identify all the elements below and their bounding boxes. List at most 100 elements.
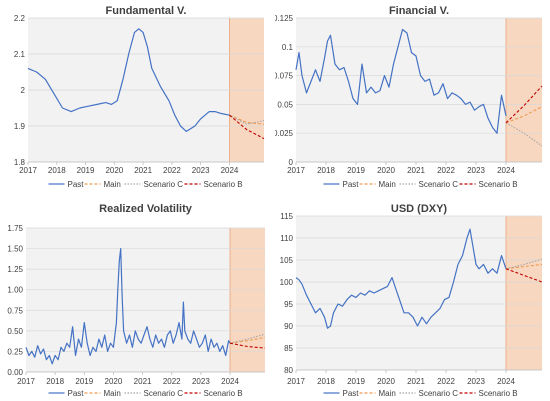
legend-label: Main: [379, 180, 396, 189]
x-tick-label: 2020: [377, 377, 395, 386]
x-tick-label: 2022: [163, 377, 181, 386]
series-line-scenario-b: [505, 85, 543, 124]
x-tick-label: 2024: [497, 377, 515, 386]
chart-panel-usd: 80 85 90 95 100 105 110 115 2017 2018 2019 2020 2021…: [280, 203, 543, 398]
legend-scenario-b: Scenario B: [459, 389, 518, 398]
chart-panel-fundamental: 1.8 1.9 2 2.1 2.2 2017 2018 2019 2020 2021 2022 202…: [14, 5, 265, 189]
x-tick-label: 2019: [347, 166, 365, 175]
y-tick-label: 0.05: [277, 100, 293, 109]
legend-label: Past: [68, 389, 85, 398]
y-tick-label: 0: [289, 158, 294, 167]
chart-panel-volatility: 0.00 0.25 0.50 0.75 1.00 1.25 1.50 1.75 2017 2018…: [7, 203, 266, 398]
y-tick-label: 1.00: [7, 286, 23, 295]
legend-past: Past: [323, 389, 360, 398]
y-tick-label: 90: [284, 322, 293, 331]
series-line-past: [295, 228, 507, 329]
y-tick-label: 2.1: [14, 50, 26, 59]
x-tick-label: 2022: [163, 166, 181, 175]
legend-label: Past: [343, 389, 360, 398]
y-tick-label: 0.1: [282, 43, 294, 52]
legend-scenario-b: Scenario B: [459, 180, 518, 189]
y-tick-label: 115: [280, 212, 293, 221]
x-tick-label: 2021: [407, 166, 425, 175]
legend-label: Scenario B: [204, 389, 243, 398]
forecast-band: [230, 228, 265, 372]
plot-area: [296, 216, 542, 370]
chart-title: Realized Volatility: [99, 203, 193, 215]
x-tick-label: 2023: [467, 377, 485, 386]
legend-main: Main: [84, 389, 121, 398]
series-line-main: [505, 263, 543, 270]
x-tick-label: 2019: [75, 377, 93, 386]
legend-label: Past: [343, 180, 360, 189]
legend-label: Scenario C: [419, 180, 459, 189]
series-line-main: [229, 336, 266, 344]
chart-title: USD (DXY): [391, 203, 448, 215]
y-tick-label: 0.50: [7, 327, 23, 336]
legend-label: Main: [104, 389, 121, 398]
x-tick-label: 2024: [221, 377, 239, 386]
legend-label: Scenario C: [144, 389, 184, 398]
legend-label: Scenario B: [204, 180, 243, 189]
forecast-band: [506, 18, 542, 162]
legend-label: Past: [68, 180, 85, 189]
series-line-main: [505, 106, 543, 124]
x-tick-label: 2021: [134, 377, 152, 386]
x-tick-label: 2018: [46, 377, 64, 386]
plot-area: [296, 18, 542, 162]
forecast-band: [506, 216, 542, 370]
legend-past: Past: [323, 180, 360, 189]
x-tick-label: 2024: [221, 166, 239, 175]
x-tick-label: 2020: [105, 166, 123, 175]
legend-main: Main: [359, 389, 396, 398]
legend-label: Scenario B: [479, 180, 518, 189]
series-line-scenario-c: [505, 122, 543, 147]
y-tick-label: 0.25: [7, 347, 23, 356]
legend-label: Scenario C: [144, 180, 184, 189]
series-line-past: [27, 28, 230, 132]
y-tick-label: 2.2: [14, 14, 26, 23]
series-line-scenario-b: [505, 268, 543, 283]
x-tick-label: 2020: [105, 377, 123, 386]
y-tick-label: 0.75: [7, 306, 23, 315]
series-line-scenario-c: [229, 114, 265, 125]
y-tick-label: 1.9: [14, 122, 26, 131]
legend-label: Scenario C: [419, 389, 459, 398]
x-tick-label: 2017: [17, 377, 35, 386]
chart-title: Fundamental V.: [106, 5, 187, 17]
y-tick-label: 85: [284, 344, 293, 353]
legend-main: Main: [359, 180, 396, 189]
legend-scenario-c: Scenario C: [399, 389, 459, 398]
x-tick-label: 2017: [287, 166, 305, 175]
chart-panel-financial: 0 0.025 0.05 0.075 0.1 0.125 2017 2018 2019 2020 2…: [275, 5, 543, 189]
x-tick-label: 2022: [437, 166, 455, 175]
y-tick-label: 80: [284, 366, 293, 375]
legend-main: Main: [84, 180, 121, 189]
chart-title: Financial V.: [389, 5, 449, 17]
y-tick-label: 0.00: [7, 368, 23, 377]
y-tick-label: 0.075: [275, 72, 294, 81]
x-tick-label: 2023: [467, 166, 485, 175]
legend-scenario-b: Scenario B: [184, 180, 243, 189]
y-tick-label: 0.125: [275, 14, 294, 23]
legend-scenario-c: Scenario C: [124, 389, 184, 398]
plot-area: [26, 228, 265, 372]
y-tick-label: 95: [284, 300, 293, 309]
series-line-past: [295, 28, 507, 134]
x-tick-label: 2022: [437, 377, 455, 386]
x-tick-label: 2023: [192, 166, 210, 175]
y-tick-label: 105: [280, 256, 294, 265]
x-tick-label: 2018: [317, 377, 335, 386]
x-tick-label: 2021: [134, 166, 152, 175]
x-tick-label: 2017: [19, 166, 37, 175]
y-tick-label: 100: [280, 278, 294, 287]
series-line-scenario-c: [229, 333, 266, 344]
legend-past: Past: [48, 389, 85, 398]
y-tick-label: 1.75: [7, 224, 23, 233]
y-tick-label: 2: [21, 86, 26, 95]
legend-scenario-b: Scenario B: [184, 389, 243, 398]
x-tick-label: 2017: [287, 377, 305, 386]
x-tick-label: 2019: [77, 166, 95, 175]
x-tick-label: 2023: [192, 377, 210, 386]
